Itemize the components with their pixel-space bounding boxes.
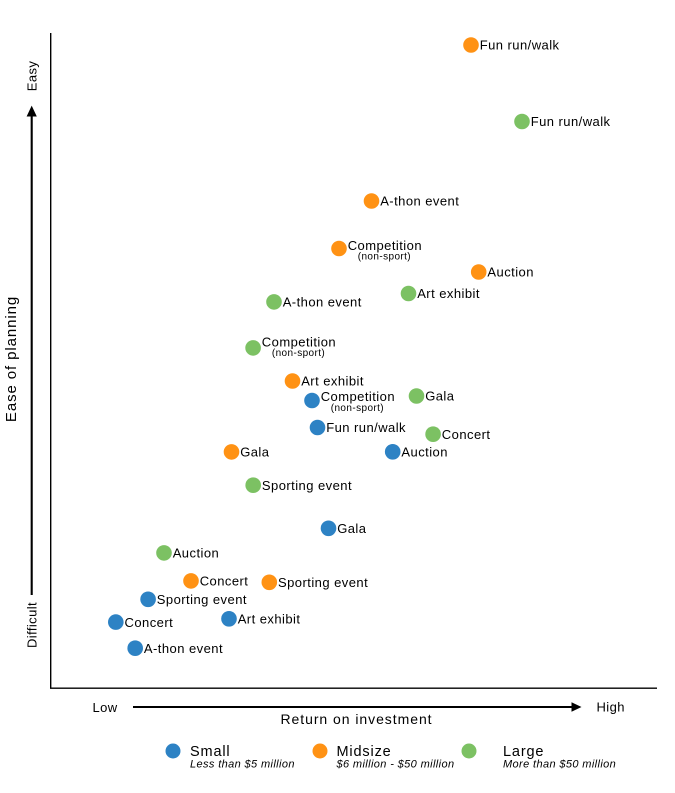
svg-text:Return on investment: Return on investment bbox=[280, 711, 432, 727]
svg-text:Low: Low bbox=[93, 700, 118, 715]
svg-text:High: High bbox=[597, 700, 625, 715]
svg-text:Competition: Competition bbox=[321, 389, 395, 404]
svg-text:(non-sport): (non-sport) bbox=[331, 403, 384, 414]
svg-text:Auction: Auction bbox=[487, 265, 534, 280]
svg-text:Gala: Gala bbox=[240, 445, 270, 460]
svg-text:Ease of planning: Ease of planning bbox=[3, 296, 20, 422]
svg-text:Concert: Concert bbox=[442, 427, 491, 442]
svg-text:(non-sport): (non-sport) bbox=[358, 252, 411, 263]
svg-text:Competition: Competition bbox=[262, 334, 336, 349]
svg-text:More than $50 million: More than $50 million bbox=[503, 758, 616, 770]
svg-text:A-thon event: A-thon event bbox=[144, 641, 223, 656]
svg-text:Gala: Gala bbox=[337, 521, 367, 536]
svg-text:Large: Large bbox=[503, 744, 544, 760]
svg-text:(non-sport): (non-sport) bbox=[272, 348, 325, 359]
svg-text:Less than $5 million: Less than $5 million bbox=[190, 758, 295, 770]
svg-text:Sporting event: Sporting event bbox=[262, 478, 352, 493]
svg-text:Sporting event: Sporting event bbox=[157, 592, 247, 607]
svg-text:$6 million - $50 million: $6 million - $50 million bbox=[336, 758, 455, 770]
svg-text:Fun run/walk: Fun run/walk bbox=[531, 114, 611, 129]
svg-text:Auction: Auction bbox=[173, 546, 220, 561]
svg-text:Concert: Concert bbox=[200, 574, 249, 589]
svg-text:Difficult: Difficult bbox=[25, 602, 40, 648]
svg-text:Fun run/walk: Fun run/walk bbox=[480, 38, 560, 53]
svg-text:Gala: Gala bbox=[425, 389, 455, 404]
svg-text:Sporting event: Sporting event bbox=[278, 575, 368, 590]
svg-text:A-thon event: A-thon event bbox=[283, 295, 362, 310]
svg-text:Easy: Easy bbox=[25, 61, 40, 92]
svg-text:Auction: Auction bbox=[401, 445, 448, 460]
svg-text:Competition: Competition bbox=[348, 238, 422, 253]
svg-text:Small: Small bbox=[190, 744, 231, 760]
svg-text:Art exhibit: Art exhibit bbox=[417, 286, 480, 301]
svg-text:Fun run/walk: Fun run/walk bbox=[326, 420, 406, 435]
svg-text:Art exhibit: Art exhibit bbox=[238, 612, 301, 627]
svg-text:Concert: Concert bbox=[125, 615, 174, 630]
svg-text:Midsize: Midsize bbox=[337, 744, 392, 760]
svg-text:Art exhibit: Art exhibit bbox=[301, 374, 364, 389]
svg-text:A-thon event: A-thon event bbox=[380, 194, 459, 209]
